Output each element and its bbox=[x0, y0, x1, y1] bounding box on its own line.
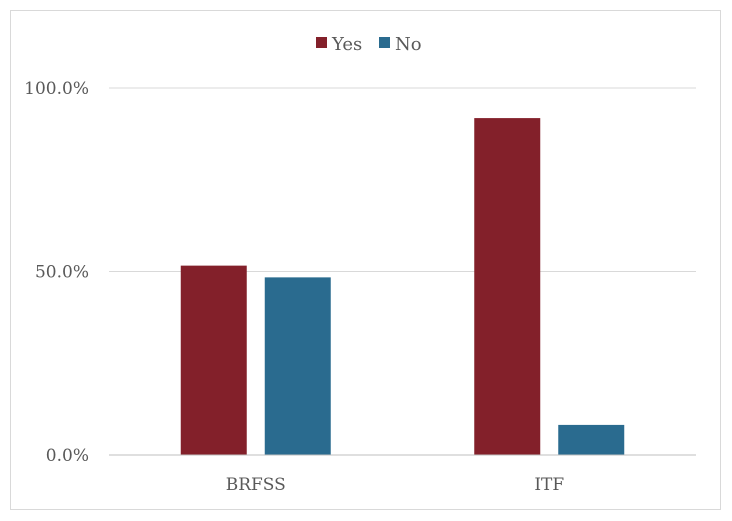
y-tick-label: 50.0% bbox=[35, 263, 89, 283]
y-tick-label: 0.0% bbox=[46, 446, 89, 466]
bar-no-brfss bbox=[264, 277, 331, 455]
axes: 0.0% 50.0% 100.0% BRFSS ITF bbox=[24, 79, 696, 495]
bars bbox=[180, 118, 625, 456]
x-tick-label: BRFSS bbox=[226, 475, 286, 495]
legend-label-yes: Yes bbox=[331, 34, 362, 55]
bar-yes-itf bbox=[474, 118, 541, 456]
gridlines bbox=[109, 87, 696, 272]
bar-no-itf bbox=[558, 424, 625, 455]
legend: Yes No bbox=[316, 34, 422, 55]
legend-swatch-yes bbox=[316, 37, 327, 48]
y-tick-label: 100.0% bbox=[24, 79, 89, 99]
legend-swatch-no bbox=[379, 37, 390, 48]
bar-yes-brfss bbox=[180, 265, 247, 455]
legend-label-no: No bbox=[395, 34, 422, 55]
x-tick-label: ITF bbox=[534, 475, 564, 495]
